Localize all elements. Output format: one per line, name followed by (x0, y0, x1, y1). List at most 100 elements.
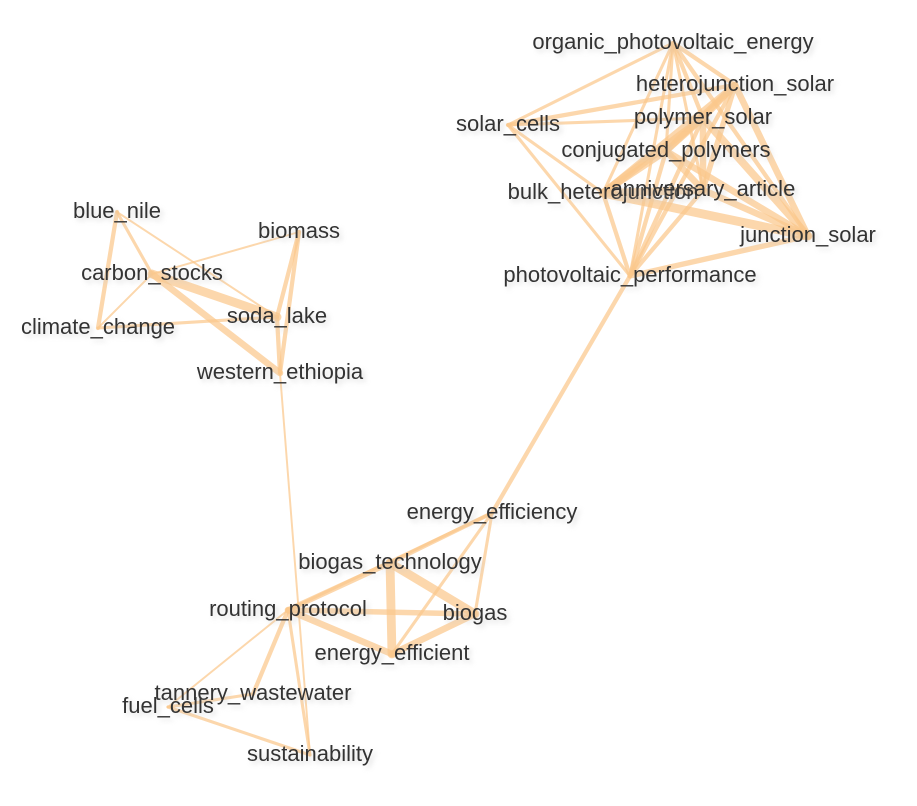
node-photovoltaic_performance[interactable]: photovoltaic_performancephotovoltaic_per… (503, 262, 759, 290)
edge-solar_cells-bulk_heterojunction (506, 123, 605, 195)
node-label-climate_change: climate_change (21, 314, 175, 339)
node-label-biogas_technology: biogas_technology (298, 549, 481, 574)
edge-biogas_technology-biogas (385, 558, 480, 619)
node-label-organic_photovoltaic_energy: organic_photovoltaic_energy (532, 29, 813, 54)
node-label-shadow: energy_efficiency (410, 502, 581, 527)
node-label-anniversary_article: anniversary_article (611, 176, 796, 201)
edge-western_ethiopia-sustainability (279, 372, 311, 756)
edge-blue_nile-carbon_stocks (115, 210, 154, 276)
node-label-energy_efficient: energy_efficient (315, 640, 470, 665)
edge-organic_photovoltaic_energy-anniversary_article (671, 41, 705, 192)
edge-organic_photovoltaic_energy-bulk_heterojunction (601, 41, 675, 195)
node-label-fuel_cells: fuel_cells (122, 693, 214, 718)
node-label-shadow: heterojunction_solar (639, 74, 837, 99)
node-label-shadow: blue_nile (76, 201, 164, 226)
node-label-heterojunction_solar: heterojunction_solar (636, 71, 834, 96)
node-label-photovoltaic_performance: photovoltaic_performance (503, 262, 756, 287)
node-label-routing_protocol: routing_protocol (209, 596, 367, 621)
node-label-shadow: climate_change (24, 317, 178, 342)
node-label-shadow: photovoltaic_performance (506, 265, 759, 290)
edge-heterojunction_solar-junction_solar (731, 81, 812, 240)
edge-solar_cells-heterojunction_solar (505, 82, 738, 128)
edge-organic_photovoltaic_energy-heterojunction_solar (670, 40, 738, 88)
edge-fuel_cells-sustainability (166, 705, 312, 757)
node-label-solar_cells: solar_cells (456, 111, 560, 136)
edge-routing_protocol-sustainability (286, 608, 312, 757)
edge-blue_nile-soda_lake (116, 211, 278, 318)
edge-solar_cells-photovoltaic_performance (506, 123, 632, 278)
edge-biogas-energy_efficient (388, 610, 479, 658)
edge-carbon_stocks-soda_lake (147, 269, 282, 322)
edge-layer (95, 40, 813, 757)
edge-organic_photovoltaic_energy-solar_cells (506, 41, 675, 127)
edge-carbon_stocks-climate_change (97, 273, 153, 329)
node-label-shadow: sustainability (250, 744, 376, 769)
edge-photovoltaic_performance-energy_efficiency (489, 273, 633, 516)
edge-biogas_technology-energy_efficient (385, 558, 397, 659)
edge-carbon_stocks-biomass (151, 231, 300, 275)
node-label-carbon_stocks: carbon_stocks (81, 260, 223, 285)
edge-anniversary_article-junction_solar (699, 186, 812, 240)
node-label-shadow: anniversary_article (614, 179, 799, 204)
edge-soda_lake-western_ethiopia (274, 314, 283, 376)
edge-polymer_solar-junction_solar (699, 114, 812, 240)
node-label-western_ethiopia: western_ethiopia (196, 359, 364, 384)
node-label-shadow: biogas (446, 603, 511, 628)
node-label-shadow: biomass (261, 221, 343, 246)
node-label-shadow: western_ethiopia (199, 362, 367, 387)
edge-heterojunction_solar-photovoltaic_performance (627, 82, 738, 279)
node-label-shadow: soda_lake (230, 306, 330, 331)
node-label-biomass: biomass (258, 218, 340, 243)
edge-blue_nile-climate_change (95, 209, 120, 331)
edge-conjugated_polymers-junction_solar (662, 147, 812, 240)
node-organic_photovoltaic_energy[interactable]: organic_photovoltaic_energyorganic_photo… (532, 29, 816, 57)
edge-climate_change-soda_lake (96, 315, 279, 330)
edge-routing_protocol-tannery_wastewater (250, 607, 291, 697)
edge-biomass-western_ethiopia (277, 229, 302, 376)
edge-junction_solar-photovoltaic_performance (627, 233, 811, 279)
node-label-shadow: tannery_wastewater (158, 683, 355, 708)
edge-conjugated_polymers-photovoltaic_performance (627, 148, 669, 279)
edge-conjugated_polymers-bulk_heterojunction (599, 147, 670, 197)
node-label-sustainability: sustainability (247, 741, 373, 766)
node-label-polymer_solar: polymer_solar (634, 104, 772, 129)
node-label-shadow: polymer_solar (637, 107, 775, 132)
node-label-shadow: carbon_stocks (84, 263, 226, 288)
edge-organic_photovoltaic_energy-polymer_solar (670, 40, 706, 121)
edge-bulk_heterojunction-photovoltaic_performance (600, 190, 633, 279)
node-label-shadow: solar_cells (459, 114, 563, 139)
node-label-layer: organic_photovoltaic_energyorganic_photo… (21, 29, 879, 769)
node-label-blue_nile: blue_nile (73, 198, 161, 223)
node-label-shadow: energy_efficient (318, 643, 473, 668)
edge-carbon_stocks-western_ethiopia (148, 270, 284, 377)
edge-biogas_technology-routing_protocol (285, 560, 393, 613)
edge-tannery_wastewater-fuel_cells (166, 692, 255, 709)
node-label-tannery_wastewater: tannery_wastewater (155, 680, 352, 705)
edge-bulk_heterojunction-junction_solar (598, 188, 813, 241)
node-label-shadow: biogas_technology (301, 552, 484, 577)
node-label-shadow: conjugated_polymers (564, 140, 773, 165)
node-label-junction_solar: junction_solar (739, 222, 876, 247)
